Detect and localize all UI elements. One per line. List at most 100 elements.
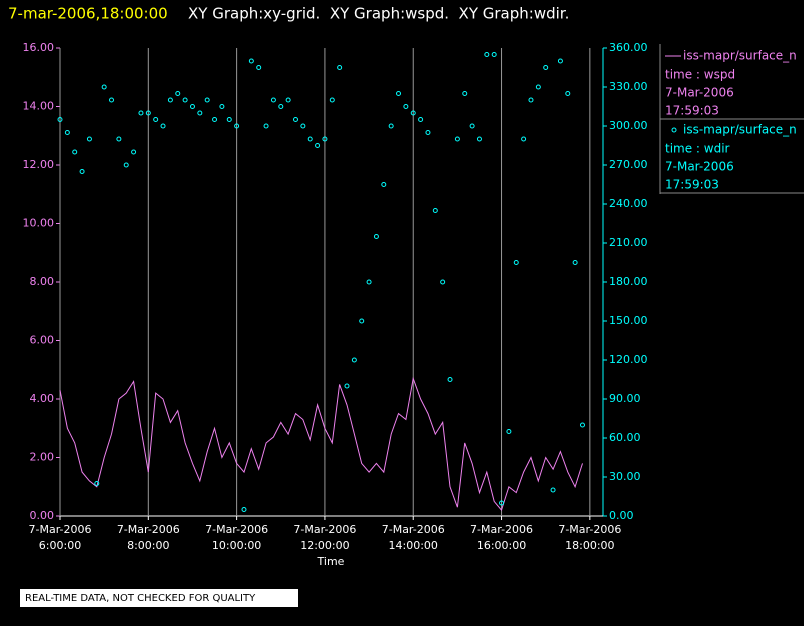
wdir-point [499,500,505,506]
y2-tick-label: 210.00 [609,236,648,249]
wdir-point [373,234,379,239]
x-axis-label: Time [317,555,345,568]
wdir-point [86,136,92,142]
wdir-point [432,208,438,213]
y-tick-label: 0.00 [30,509,55,522]
wdir-point [145,110,151,116]
x-tick-label: 8:00:00 [127,539,169,552]
y2-tick-label: 270.00 [609,158,648,171]
wdir-point [329,97,335,103]
y2-tick-label: 120.00 [609,353,648,366]
y-tick-label: 6.00 [30,334,55,347]
wdir-point [101,84,107,90]
wdir-point [153,117,159,122]
y2-tick-label: 30.00 [609,470,641,483]
y2-tick-label: 90.00 [609,392,641,405]
wdir-point [79,169,85,174]
x-tick-label: 7-Mar-2006 [29,523,92,536]
legend-line: time : wdir [665,142,730,156]
wdir-point [344,383,350,389]
y-tick-label: 8.00 [30,275,55,288]
wdir-point [57,117,63,122]
wdir-point [248,58,254,64]
wdir-point [285,97,291,103]
y-tick-label: 2.00 [30,451,55,464]
x-tick-label: 7-Mar-2006 [558,523,621,536]
legend-line: time : wspd [665,68,735,82]
x-tick-label: 16:00:00 [477,539,526,552]
wdir-point [160,123,166,129]
y2-tick-label: 240.00 [609,197,648,210]
wdir-point [138,110,144,116]
wdir-point [491,52,497,57]
y-tick-label: 16.00 [23,41,55,54]
wdir-point [476,136,482,142]
wdir-point [440,279,446,285]
wdir-point [167,97,173,103]
y2-tick-label: 360.00 [609,41,648,54]
legend-symbol [671,127,677,133]
wdir-point [131,149,137,155]
wdir-point [550,487,556,493]
wdir-point [513,260,519,265]
wdir-point [307,136,313,142]
y2-tick-label: 0.00 [609,509,634,522]
wdir-point [226,117,232,122]
wdir-point [94,481,100,486]
wdir-point [359,318,365,324]
x-tick-label: 7-Mar-2006 [470,523,533,536]
y-tick-label: 14.00 [23,100,55,113]
graph-list: XY Graph:xy-grid. XY Graph:wspd. XY Grap… [188,5,569,23]
y-tick-label: 10.00 [23,217,55,230]
wdir-point [270,97,276,103]
wdir-point [263,123,269,129]
wdir-point [469,123,475,129]
wdir-point [579,422,585,428]
wdir-point [572,260,578,265]
wdir-point [557,58,563,64]
footer-box [20,589,298,607]
x-tick-label: 7-Mar-2006 [205,523,268,536]
wdir-point [410,110,416,116]
wdir-point [418,117,424,122]
y2-tick-label: 180.00 [609,275,648,288]
wdir-point [300,123,306,129]
wdir-point [116,136,122,142]
wdir-point [396,91,402,96]
legend-name: iss-mapr/surface_n [683,49,797,63]
x-tick-label: 7-Mar-2006 [293,523,356,536]
legend-line: 7-Mar-2006 [665,160,734,174]
wdir-point [212,117,218,122]
y-tick-label: 12.00 [23,158,55,171]
wdir-point [462,91,468,96]
wdir-point [123,162,129,168]
y2-tick-label: 300.00 [609,119,648,132]
wdir-point [454,136,460,142]
wdir-point [72,149,78,155]
wdir-point [109,97,115,103]
wdir-point [219,104,225,109]
wdir-point [204,97,210,103]
footer-note: REAL-TIME DATA, NOT CHECKED FOR QUALITY [25,593,256,604]
legend-line: 17:59:03 [665,178,719,192]
wdir-point [64,130,70,135]
x-tick-label: 7-Mar-2006 [382,523,445,536]
wdir-point [543,65,549,70]
wdir-point [403,104,409,109]
x-tick-label: 18:00:00 [565,539,614,552]
legend-line: 17:59:03 [665,104,719,118]
wdir-point [351,357,357,363]
wdir-point [366,279,372,285]
wdir-point [234,123,240,129]
wdir-point [322,136,328,142]
wdir-point [337,65,343,70]
wdir-point [565,91,571,96]
wdir-point [241,507,247,512]
wdir-point [388,123,394,129]
legend-name: iss-mapr/surface_n [683,123,797,137]
timestamp: 7-mar-2006,18:00:00 [8,5,168,23]
wdir-point [197,110,203,116]
wdir-point [315,143,321,148]
x-tick-label: 10:00:00 [212,539,261,552]
